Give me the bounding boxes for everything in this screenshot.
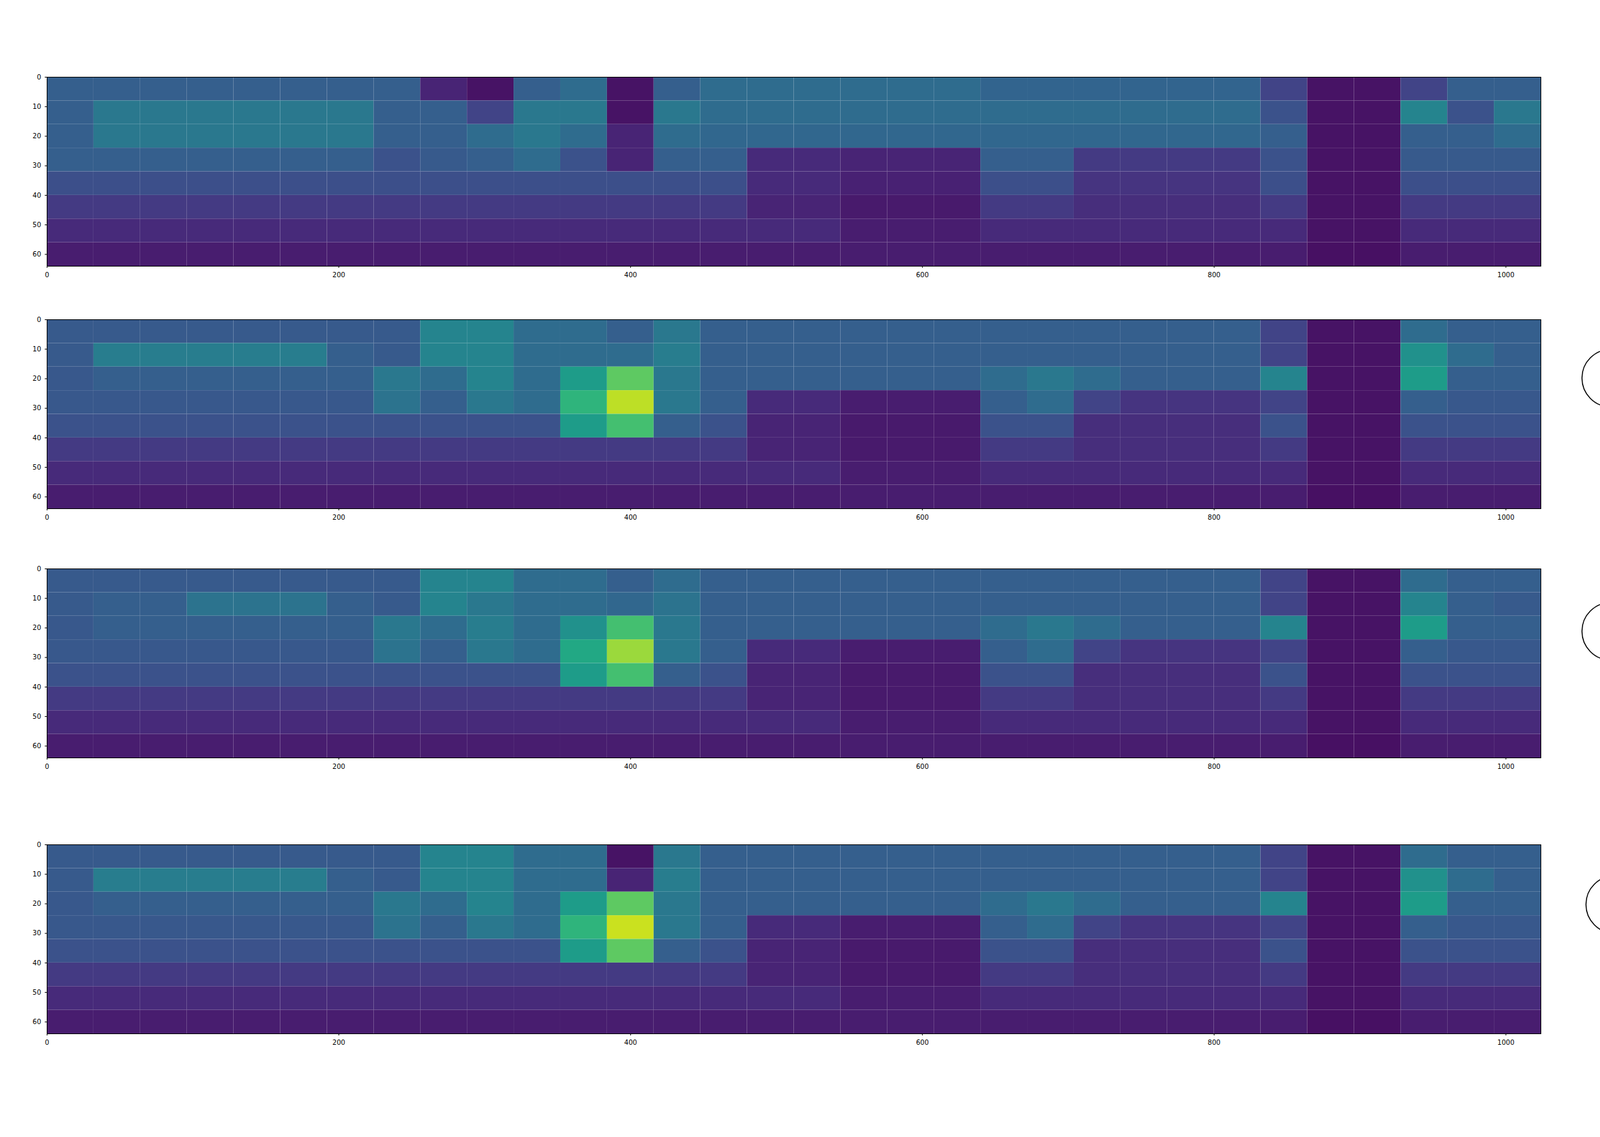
svg-text:1000: 1000 (1497, 1038, 1514, 1046)
svg-text:40: 40 (32, 191, 42, 199)
svg-text:50: 50 (32, 988, 42, 996)
svg-text:60: 60 (32, 250, 42, 258)
svg-text:50: 50 (32, 221, 42, 229)
svg-text:60: 60 (32, 1017, 42, 1026)
svg-text:40: 40 (32, 683, 42, 691)
svg-text:600: 600 (916, 271, 929, 279)
svg-text:0: 0 (44, 513, 49, 521)
svg-text:200: 200 (332, 1038, 346, 1046)
svg-text:0: 0 (36, 73, 41, 81)
svg-text:20: 20 (32, 623, 42, 632)
svg-text:0: 0 (44, 271, 49, 279)
svg-text:30: 30 (32, 928, 42, 937)
svg-text:800: 800 (1208, 513, 1221, 521)
svg-text:10: 10 (32, 102, 42, 111)
svg-text:30: 30 (32, 653, 42, 661)
svg-text:1000: 1000 (1497, 762, 1514, 770)
svg-text:600: 600 (916, 762, 929, 770)
svg-text:400: 400 (624, 1038, 638, 1046)
svg-text:200: 200 (332, 513, 346, 521)
svg-text:40: 40 (32, 958, 42, 967)
svg-text:400: 400 (624, 513, 638, 521)
svg-text:800: 800 (1208, 762, 1221, 770)
svg-text:20: 20 (32, 132, 42, 140)
svg-text:1000: 1000 (1497, 271, 1514, 279)
svg-text:200: 200 (332, 271, 346, 279)
svg-text:20: 20 (32, 899, 42, 907)
svg-text:0: 0 (36, 840, 41, 849)
svg-text:600: 600 (916, 513, 929, 521)
svg-text:200: 200 (332, 762, 346, 770)
svg-text:0: 0 (36, 564, 41, 573)
svg-text:30: 30 (32, 161, 42, 169)
svg-text:10: 10 (32, 870, 42, 878)
svg-text:800: 800 (1208, 271, 1221, 279)
svg-text:50: 50 (32, 463, 42, 471)
svg-text:1000: 1000 (1497, 513, 1514, 521)
svg-text:60: 60 (32, 492, 42, 501)
svg-text:60: 60 (32, 741, 42, 750)
svg-text:0: 0 (36, 315, 41, 324)
svg-text:800: 800 (1208, 1038, 1221, 1046)
svg-text:0: 0 (44, 762, 49, 770)
svg-text:20: 20 (32, 374, 42, 382)
svg-text:40: 40 (32, 434, 42, 442)
svg-text:0: 0 (44, 1038, 49, 1046)
svg-text:10: 10 (32, 345, 42, 353)
svg-text:600: 600 (916, 1038, 929, 1046)
svg-text:400: 400 (624, 762, 638, 770)
svg-text:400: 400 (624, 271, 638, 279)
svg-text:10: 10 (32, 594, 42, 602)
svg-text:50: 50 (32, 712, 42, 720)
svg-text:30: 30 (32, 404, 42, 412)
